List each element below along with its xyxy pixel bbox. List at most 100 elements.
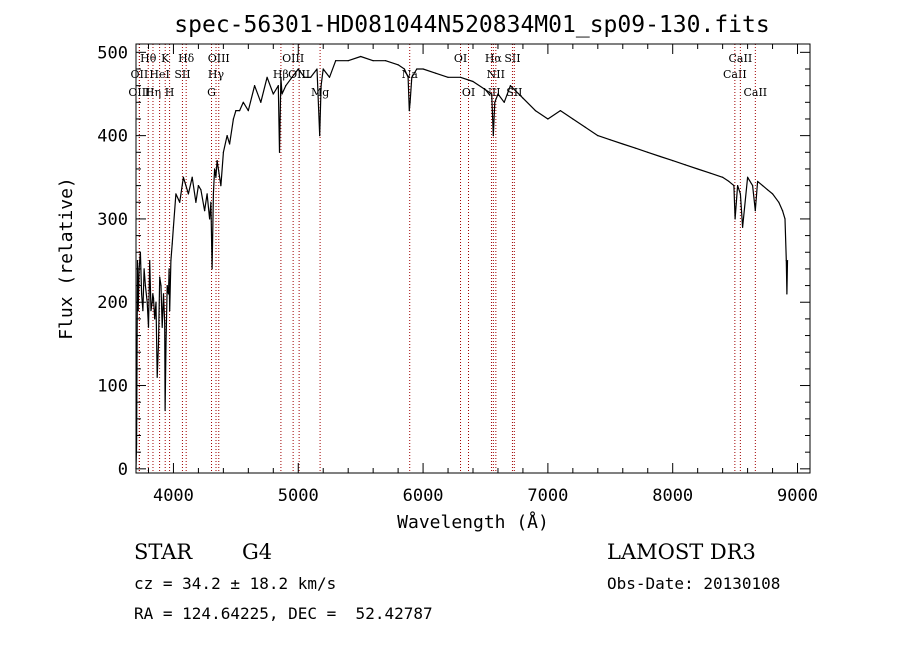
- flux-data-point: [522, 97, 524, 99]
- flux-data-point: [160, 284, 162, 287]
- flux-data-point: [303, 76, 306, 78]
- flux-data-point: [136, 259, 139, 262]
- flux-data-point: [335, 60, 337, 62]
- flux-data-point: [281, 93, 283, 95]
- obs-date: Obs-Date: 20130108: [607, 574, 781, 593]
- y-tick-label: 100: [97, 377, 128, 397]
- flux-data-point: [167, 293, 170, 295]
- data-layer: [135, 55, 789, 470]
- flux-data-point: [242, 101, 244, 103]
- flux-data-point: [195, 201, 197, 203]
- flux-data-point: [187, 193, 190, 195]
- flux-data-point: [260, 101, 262, 103]
- flux-data-point: [697, 168, 699, 170]
- flux-data-point: [155, 301, 157, 303]
- flux-data-point: [266, 76, 268, 78]
- flux-data-point: [746, 176, 749, 178]
- flux-data-point: [737, 185, 739, 187]
- spectral-line-label: SII: [174, 68, 190, 81]
- flux-data-point: [232, 118, 234, 120]
- y-tick-label: 500: [97, 43, 128, 63]
- flux-data-point: [784, 218, 786, 220]
- flux-data-point: [766, 189, 769, 191]
- flux-data-point: [756, 180, 759, 183]
- flux-data-point: [360, 55, 362, 58]
- flux-data-point: [316, 68, 318, 70]
- flux-data-point: [385, 60, 387, 62]
- flux-data-point: [229, 143, 231, 145]
- flux-data-point: [409, 101, 411, 103]
- flux-data-point: [169, 309, 171, 312]
- flux-data-point: [247, 110, 249, 112]
- flux-data-point: [761, 185, 764, 187]
- flux-data-point: [497, 93, 499, 95]
- flux-data-point: [672, 160, 674, 162]
- x-tick-label: 7000: [527, 486, 568, 506]
- redshift-readout: cz = 34.2 ± 18.2 km/s: [134, 574, 337, 593]
- flux-data-point: [659, 155, 661, 158]
- flux-data-point: [742, 226, 744, 228]
- flux-data-point: [150, 309, 152, 312]
- flux-data-point: [739, 193, 741, 195]
- flux-data-point: [733, 185, 735, 187]
- flux-data-point: [285, 85, 287, 87]
- spectral-line-label: SII: [504, 52, 520, 65]
- flux-data-point: [172, 226, 175, 228]
- flux-data-point: [416, 68, 418, 70]
- flux-data-point: [280, 76, 282, 78]
- flux-data-point: [597, 135, 599, 137]
- x-axis-label: Wavelength (Å): [397, 511, 549, 533]
- flux-data-point: [781, 210, 784, 212]
- flux-data-point: [291, 76, 293, 78]
- spectral-line-label: CaII: [723, 68, 747, 81]
- flux-data-point: [397, 64, 399, 66]
- spectral-line-label: OI: [454, 52, 467, 65]
- flux-data-point: [778, 201, 780, 203]
- spectral-line-label: Hδ: [178, 52, 195, 65]
- flux-data-point: [709, 172, 711, 174]
- flux-data-point: [754, 210, 756, 212]
- spectral-line-label: CaII: [743, 86, 767, 99]
- flux-data-point: [204, 210, 206, 212]
- y-tick-label: 0: [118, 460, 128, 480]
- flux-data-point: [609, 139, 611, 141]
- flux-data-point: [206, 193, 208, 195]
- flux-data-point: [277, 85, 279, 87]
- survey-name: LAMOST DR3: [607, 540, 756, 564]
- flux-data-point: [197, 185, 200, 187]
- flux-data-point: [403, 68, 405, 70]
- spectral-line-label: Hγ: [208, 68, 225, 81]
- flux-data-point: [211, 268, 213, 270]
- flux-data-point: [215, 176, 217, 178]
- chart-title: spec-56301-HD081044N520834M01_sp09-130.f…: [174, 12, 769, 38]
- flux-data-point: [212, 193, 214, 195]
- flux-data-point: [407, 76, 409, 78]
- flux-data-point: [422, 68, 424, 70]
- spectral-line-label: NII: [487, 68, 505, 81]
- flux-data-point: [722, 176, 724, 178]
- flux-data-point: [408, 110, 410, 112]
- flux-data-point: [171, 243, 173, 245]
- flux-data-point: [411, 76, 413, 78]
- flux-data-point: [220, 185, 222, 187]
- flux-data-point: [168, 268, 170, 270]
- x-tick-label: 8000: [652, 486, 693, 506]
- flux-data-point: [447, 76, 449, 78]
- flux-data-point: [372, 60, 374, 62]
- y-tick-label: 400: [97, 127, 128, 147]
- flux-data-point: [170, 259, 172, 262]
- flux-data-point: [647, 151, 649, 153]
- flux-data-point: [322, 68, 324, 70]
- flux-data-point: [786, 259, 789, 262]
- spectral-line-label: HeI: [149, 68, 169, 81]
- spectral-line-label: OI: [462, 86, 475, 99]
- spectral-line-label: Hα: [485, 52, 503, 65]
- flux-data-point: [142, 309, 144, 312]
- flux-data-point: [179, 201, 181, 203]
- flux-data-point: [534, 110, 537, 112]
- flux-data-point: [149, 259, 151, 262]
- flux-data-point: [503, 101, 505, 103]
- flux-data-point: [200, 189, 202, 191]
- object-subclass: G4: [242, 540, 273, 564]
- ticks-layer: 4000 5000 6000 7000 8000 9000 0 100 200 300 400 500: [97, 43, 818, 506]
